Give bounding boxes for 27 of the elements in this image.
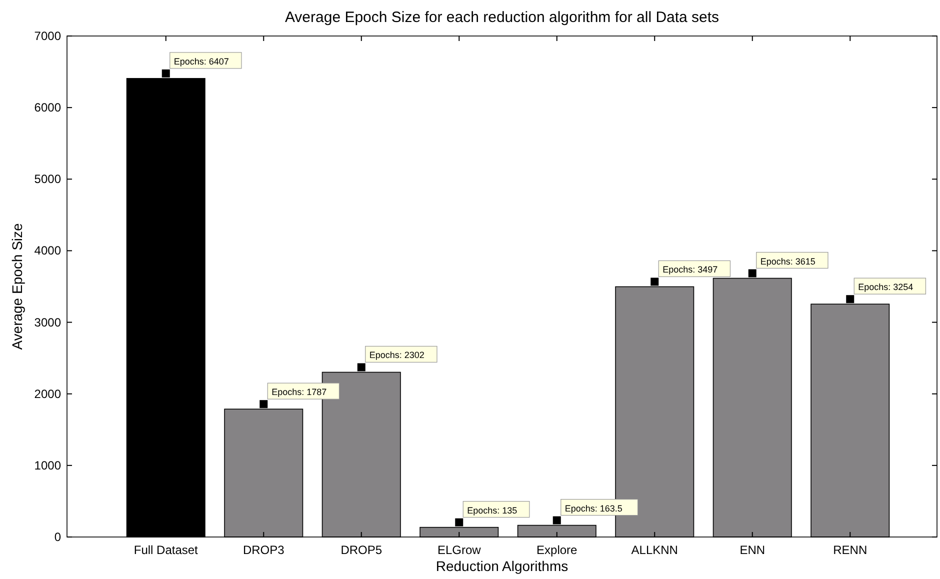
data-label: Epochs: 3497 — [662, 264, 718, 275]
data-label: Epochs: 3254 — [858, 282, 914, 292]
x-tick-label: RENN — [833, 543, 868, 557]
data-label: Epochs: 2302 — [369, 350, 424, 360]
x-tick-label: Full Dataset — [134, 543, 199, 557]
x-tick-label: DROP3 — [242, 543, 285, 557]
y-tick-label: 0 — [54, 530, 62, 544]
chart-title: Average Epoch Size for each reduction algorithm for all Data sets — [284, 9, 720, 26]
y-tick-label: 5000 — [34, 172, 62, 186]
x-tick-label: Explore — [536, 543, 578, 557]
data-label: Epochs: 1787 — [272, 387, 327, 398]
y-tick-label: 6000 — [34, 100, 62, 115]
y-tick-label: 3000 — [34, 315, 62, 330]
data-label: Epochs: 135 — [467, 505, 518, 516]
data-label: Epochs: 163.5 — [564, 503, 622, 514]
y-axis-title: Average Epoch Size — [9, 222, 25, 350]
y-tick-label: 1000 — [34, 458, 62, 472]
y-tick-label: 4000 — [34, 244, 62, 258]
y-tick-label: 7000 — [34, 29, 62, 43]
data-label: Epochs: 6407 — [174, 56, 229, 66]
y-tick-label: 2000 — [34, 386, 62, 401]
x-tick-label: ELGrow — [437, 543, 482, 557]
data-label: Epochs: 3615 — [760, 256, 816, 266]
x-tick-label: ALLKNN — [631, 543, 678, 557]
x-tick-label: DROP5 — [340, 543, 382, 557]
x-tick-label: ENN — [740, 543, 766, 557]
x-axis-title: Reduction Algorithms — [436, 558, 568, 574]
